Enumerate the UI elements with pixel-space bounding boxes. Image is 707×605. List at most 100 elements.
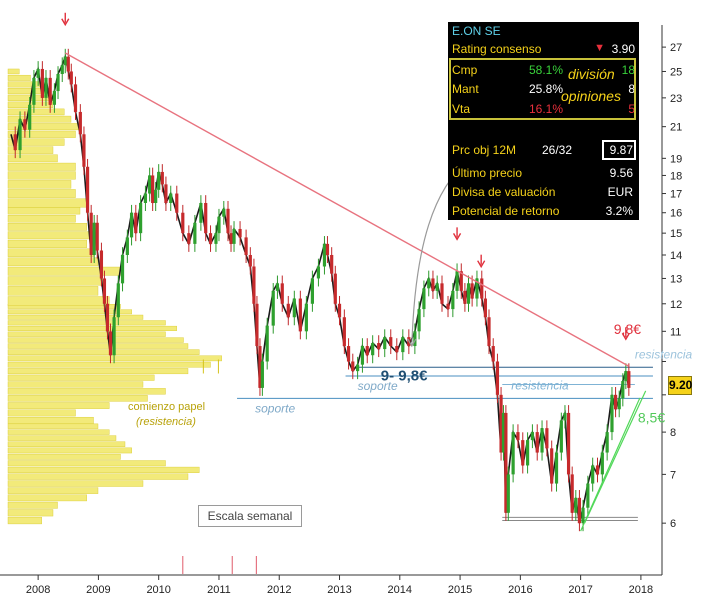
volume-profile-bar xyxy=(7,198,87,208)
x-tick-label: 2016 xyxy=(508,584,532,596)
y-tick-label: 7 xyxy=(670,469,676,481)
volume-profile-bar xyxy=(7,266,121,276)
price-candle xyxy=(102,278,107,304)
volume-profile-bar xyxy=(7,81,42,88)
price-candle xyxy=(260,361,264,388)
division-label-line2: opiniones xyxy=(561,88,621,104)
price-candle xyxy=(229,233,233,244)
price-candle xyxy=(337,303,342,318)
current-price-tag: 9.20 xyxy=(668,376,692,395)
price-candle xyxy=(446,303,450,310)
volume-profile-bar xyxy=(7,447,132,454)
price-candle xyxy=(521,440,525,466)
x-tick-label: 2013 xyxy=(327,584,351,596)
price-candle xyxy=(252,266,256,304)
volume-profile-bar xyxy=(7,487,99,494)
consensus-info-box: E.ON SE Rating consenso ▼ 3.90 Cmp 58.1%… xyxy=(448,22,639,220)
price-candle xyxy=(265,325,269,362)
price-candle xyxy=(232,228,236,244)
y-tick-label: 16 xyxy=(670,208,682,220)
resistance-label-top: resistencia xyxy=(635,347,693,361)
resistance-label-mid: resistencia xyxy=(511,378,569,392)
price-candle xyxy=(591,465,595,484)
price-candle xyxy=(613,394,618,410)
volume-profile-bar xyxy=(7,416,94,424)
peak-arrow-head-icon xyxy=(61,18,70,27)
volume-profile-bar xyxy=(7,395,148,402)
price-candle xyxy=(463,290,467,304)
support-price-label: 8,5€ xyxy=(638,409,665,425)
price-candle xyxy=(581,507,585,524)
price-candle xyxy=(238,228,242,238)
x-tick-label: 2015 xyxy=(448,584,472,596)
price-candle xyxy=(377,343,381,350)
target-price-frame xyxy=(602,140,636,160)
price-candle xyxy=(193,222,197,244)
volume-profile-bar xyxy=(7,409,76,417)
price-candle xyxy=(417,309,421,332)
y-tick-label: 21 xyxy=(670,122,682,134)
y-tick-label: 14 xyxy=(670,250,682,262)
price-candle xyxy=(483,298,487,318)
price-candle xyxy=(32,77,36,105)
price-candle xyxy=(577,497,582,524)
price-candle xyxy=(304,303,308,332)
volume-profile-bar xyxy=(7,388,166,395)
hold-label: Mant xyxy=(452,82,479,96)
volume-profile-bar xyxy=(7,68,20,75)
volume-profile-bar xyxy=(7,215,76,223)
volume-profile-bar xyxy=(7,355,222,362)
x-tick-label: 2010 xyxy=(146,584,170,596)
volume-profile-bar xyxy=(7,466,200,473)
price-candle xyxy=(346,346,351,362)
price-candle xyxy=(226,208,230,234)
price-candle xyxy=(82,134,86,167)
target-connector-arrow-head-icon xyxy=(407,338,417,348)
price-candle xyxy=(530,432,535,441)
price-candle xyxy=(286,303,290,318)
target-label: Prc obj 12M xyxy=(452,143,517,157)
price-candle xyxy=(18,119,22,151)
price-candle xyxy=(427,278,431,289)
volume-profile-bar xyxy=(7,435,117,441)
volume-profile-bar xyxy=(7,460,166,467)
price-candle xyxy=(525,440,530,466)
price-candle xyxy=(13,134,17,151)
volume-profile-bar xyxy=(7,494,87,502)
price-candle xyxy=(499,394,503,453)
resistance-price-label: 9,8€ xyxy=(614,321,641,337)
price-candle xyxy=(621,381,625,399)
price-candle xyxy=(134,212,138,234)
price-candle xyxy=(310,278,314,304)
price-candle xyxy=(181,212,185,234)
volume-profile-bar xyxy=(7,309,132,315)
price-candle xyxy=(85,166,90,213)
target-value: 9.87 xyxy=(609,143,633,157)
last-price-value: 9.56 xyxy=(609,166,633,180)
price-candle xyxy=(148,175,152,194)
price-candle xyxy=(495,361,500,395)
volume-profile-bar xyxy=(7,231,94,240)
volume-profile-bar xyxy=(7,381,144,388)
price-candle xyxy=(154,189,158,203)
company-name: E.ON SE xyxy=(452,24,501,38)
volume-profile-bar xyxy=(7,171,76,180)
price-candle xyxy=(52,91,57,105)
price-candle xyxy=(487,317,491,347)
volume-profile-bar xyxy=(7,146,54,154)
price-candle xyxy=(56,74,60,92)
support-label-2013: soporte xyxy=(358,379,398,393)
support-channel-line xyxy=(580,397,641,532)
price-candle xyxy=(451,290,455,310)
price-candle xyxy=(160,171,164,185)
resistance-trendline xyxy=(64,52,630,367)
volume-profile-bar xyxy=(7,349,200,355)
peak-arrow-head-icon xyxy=(621,332,630,341)
price-candle xyxy=(431,278,435,291)
price-candle xyxy=(550,448,554,484)
price-candle xyxy=(112,317,116,356)
volume-profile-bar xyxy=(7,276,103,286)
price-candle xyxy=(325,243,330,255)
price-candle xyxy=(440,283,444,304)
price-candle xyxy=(383,337,387,350)
